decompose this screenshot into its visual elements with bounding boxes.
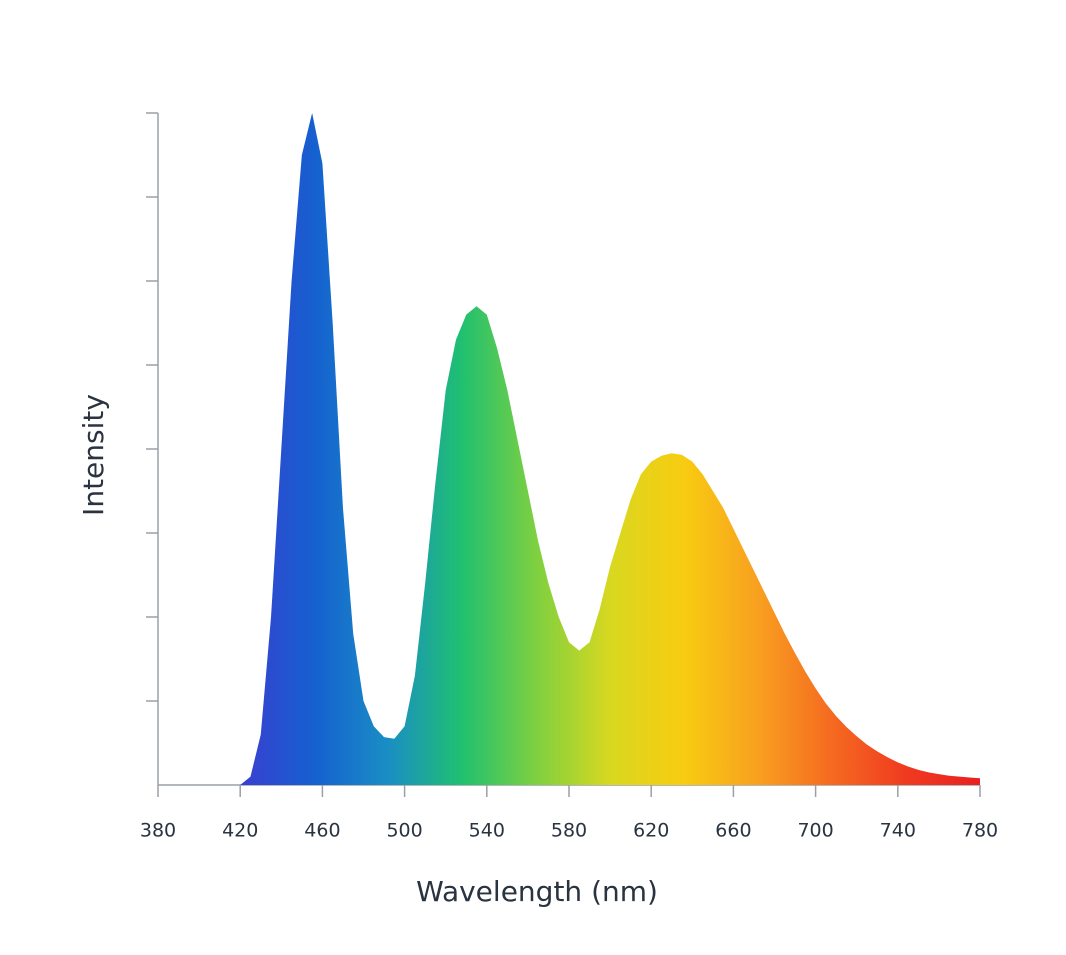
x-tick-label: 740 (880, 820, 916, 842)
x-tick-label: 420 (222, 820, 258, 842)
spectrum-area (240, 113, 980, 785)
x-tick-label: 780 (962, 820, 998, 842)
y-axis-label: Intensity (77, 394, 110, 516)
x-tick-label: 660 (715, 820, 751, 842)
x-tick-label: 700 (797, 820, 833, 842)
x-tick-label: 460 (304, 820, 340, 842)
x-tick-label: 500 (386, 820, 422, 842)
x-tick-label: 620 (633, 820, 669, 842)
x-tick-label: 380 (140, 820, 176, 842)
x-tick-label: 540 (469, 820, 505, 842)
x-axis-label: Wavelength (nm) (416, 875, 658, 908)
x-tick-label: 580 (551, 820, 587, 842)
